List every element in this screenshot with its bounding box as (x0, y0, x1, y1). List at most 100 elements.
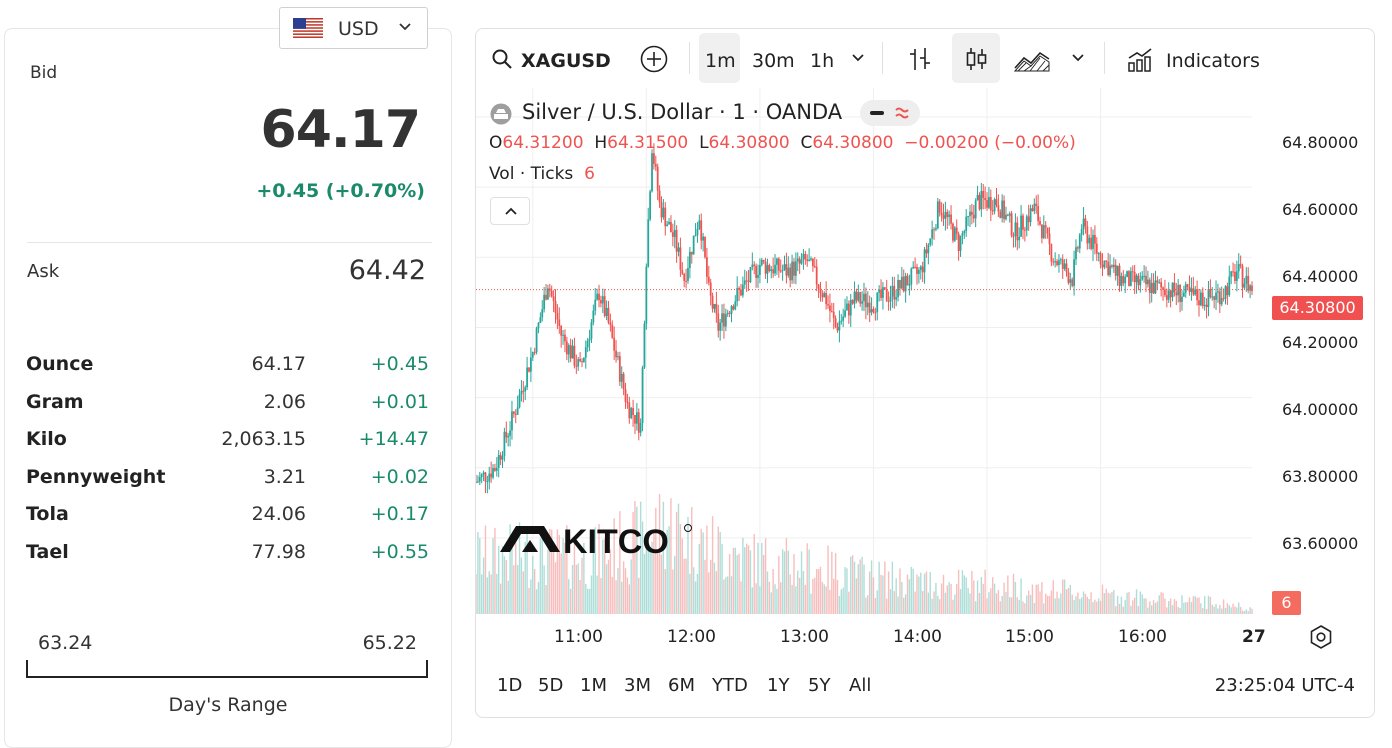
candle-body (687, 268, 689, 281)
candle-body (895, 297, 898, 300)
market-status-badge[interactable] (860, 100, 920, 126)
candles-chart-icon[interactable] (961, 44, 991, 74)
candle-body (509, 430, 511, 436)
range-all[interactable]: All (849, 675, 872, 696)
bars-chart-icon[interactable] (905, 44, 935, 74)
candle-body (1158, 282, 1161, 284)
volume-bar (1198, 597, 1200, 614)
volume-bar (507, 580, 509, 614)
range-5d[interactable]: 5D (538, 675, 564, 696)
chevron-down-icon[interactable] (1071, 51, 1085, 65)
candle-body (1241, 266, 1244, 288)
candle-body (1012, 235, 1015, 237)
currency-select[interactable]: USD (279, 7, 428, 49)
candle-body (723, 313, 725, 327)
candle-body (724, 314, 727, 327)
candle-body (476, 481, 477, 483)
volume-bar (1022, 601, 1024, 614)
volume-bar (884, 561, 886, 614)
volume-bar (1143, 598, 1145, 614)
volume-bar (605, 564, 608, 614)
candle-body (605, 307, 608, 317)
volume-bar (628, 584, 631, 614)
range-1y[interactable]: 1Y (767, 675, 790, 696)
range-5y[interactable]: 5Y (808, 675, 831, 696)
chevron-down-icon[interactable] (851, 51, 865, 65)
interval-1h[interactable]: 1h (810, 50, 835, 72)
candle-body (751, 264, 754, 268)
interval-30m[interactable]: 30m (752, 50, 795, 72)
volume-bar (730, 576, 733, 614)
time-axis-label: 16:00 (1118, 627, 1167, 647)
compare-add-icon[interactable] (639, 44, 669, 74)
volume-bar (851, 555, 854, 614)
volume-bar (1016, 597, 1019, 614)
candle-body (872, 309, 875, 312)
candle-body (1041, 224, 1043, 239)
candle-body (734, 301, 737, 310)
candle-body (630, 408, 633, 419)
candle-body (507, 435, 510, 438)
volume-bar (1010, 597, 1013, 614)
candle-body (503, 431, 506, 457)
candle-body (662, 207, 665, 218)
candle-body (1023, 229, 1026, 231)
symbol-search[interactable]: XAGUSD (521, 50, 611, 72)
candle-body (609, 322, 612, 326)
indicators-button[interactable]: Indicators (1166, 50, 1260, 72)
volume-bar (505, 560, 507, 614)
price-chart[interactable] (476, 88, 1266, 614)
candle-body (706, 257, 708, 277)
volume-bar (1109, 593, 1111, 614)
candle-body (902, 276, 905, 292)
volume-bar (1031, 584, 1034, 614)
volume-bar (482, 557, 485, 614)
search-icon[interactable] (490, 47, 514, 71)
volume-bar (691, 507, 693, 614)
candle-body (1141, 276, 1144, 280)
volume-bar (974, 601, 977, 614)
interval-1m[interactable]: 1m (705, 50, 736, 72)
area-chart-icon[interactable] (1012, 44, 1052, 74)
range-1d[interactable]: 1D (497, 675, 523, 696)
range-1m[interactable]: 1M (580, 675, 607, 696)
volume-bar (908, 579, 911, 614)
candle-body (1010, 213, 1013, 236)
indicators-icon[interactable] (1125, 44, 1155, 74)
volume-bar (738, 553, 740, 614)
range-6m[interactable]: 6M (668, 675, 695, 696)
candle-body (1006, 214, 1009, 216)
volume-bar (630, 559, 632, 614)
candle-body (935, 228, 937, 230)
candle-body (1120, 275, 1123, 286)
candle-body (1122, 275, 1125, 284)
volume-bar (1162, 592, 1164, 614)
candle-body (628, 402, 631, 419)
candle-body (942, 215, 945, 219)
volume-bar (772, 568, 774, 614)
candle-body (1139, 279, 1142, 286)
volume-bar (747, 545, 750, 614)
candle-body (779, 270, 782, 272)
volume-bar (838, 596, 841, 614)
volume-bar (617, 567, 619, 614)
settings-icon[interactable] (1308, 624, 1334, 650)
range-ytd[interactable]: YTD (712, 675, 748, 696)
candle-body (764, 261, 767, 274)
volume-bar (942, 574, 945, 614)
volume-bar (815, 569, 818, 614)
volume-bar (551, 529, 553, 614)
candle-body (1190, 288, 1193, 292)
candle-body (671, 232, 674, 237)
candle-body (702, 236, 705, 241)
candle-body (963, 230, 966, 234)
volume-bar (545, 584, 547, 614)
range-3m[interactable]: 3M (624, 675, 651, 696)
candle-body (1228, 276, 1231, 296)
candle-body (575, 365, 578, 367)
candle-body (677, 247, 680, 252)
candle-body (649, 191, 652, 220)
volume-bar (899, 568, 901, 614)
collapse-legend-button[interactable] (490, 197, 530, 225)
volume-bar (668, 526, 670, 614)
